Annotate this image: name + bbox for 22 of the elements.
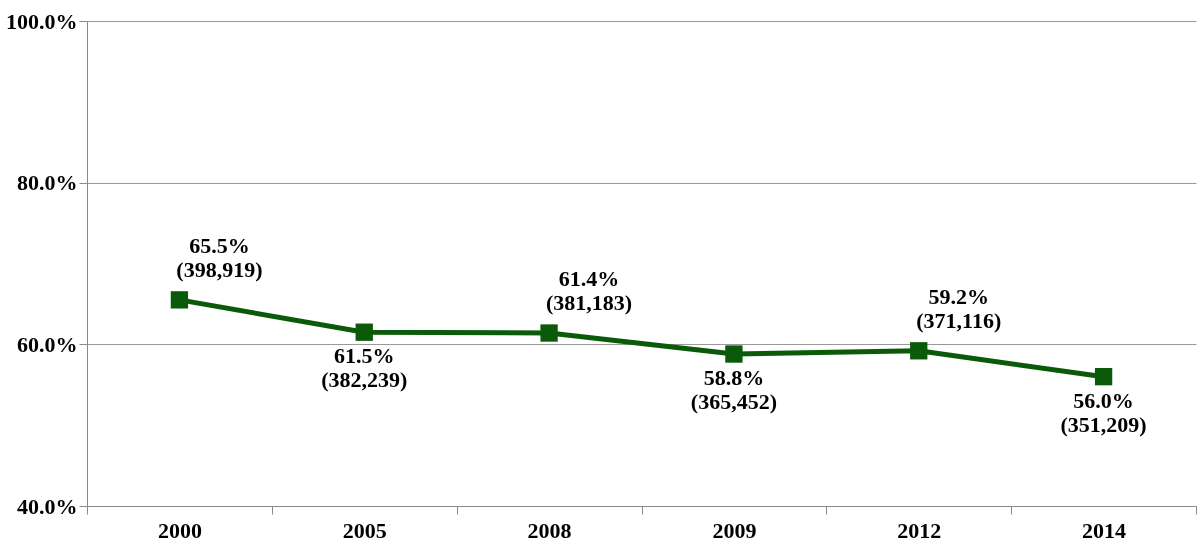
point (725, 345, 743, 363)
y-tick-label: 40.0% (17, 493, 78, 519)
point (910, 342, 928, 360)
point (170, 291, 189, 309)
data-label: 61.5% (382,239) (321, 343, 408, 393)
x-tick-label: 2014 (1082, 517, 1127, 543)
x-tick-label: 2005 (342, 517, 387, 543)
data-label: 58.8% (365,452) (690, 365, 777, 415)
x-tick-label: 2000 (157, 517, 202, 543)
y-tick-label: 60.0% (17, 331, 78, 357)
data-label: 65.5% (398,919) (176, 232, 263, 282)
point (1094, 368, 1113, 386)
x-tick-label: 2012 (897, 517, 942, 543)
point (540, 324, 558, 342)
data-label: 61.4% (381,183) (546, 266, 633, 316)
x-tick-label: 2008 (527, 517, 572, 543)
data-label: 56.0% (351,209) (1060, 387, 1147, 437)
y-tick-label: 100.0% (6, 8, 78, 34)
y-tick-label: 80.0% (17, 170, 78, 196)
point (355, 323, 373, 341)
data-label: 59.2% (371,116) (916, 283, 1002, 333)
x-tick-label: 2009 (712, 517, 757, 543)
